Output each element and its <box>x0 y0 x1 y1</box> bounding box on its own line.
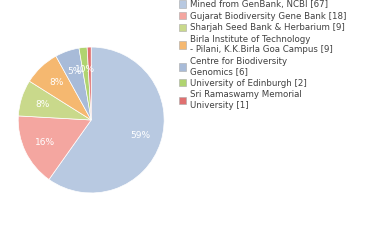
Wedge shape <box>29 56 91 120</box>
Text: 10%: 10% <box>75 65 95 74</box>
Text: 8%: 8% <box>35 100 50 109</box>
Wedge shape <box>79 47 91 120</box>
Text: 5%: 5% <box>67 67 82 76</box>
Wedge shape <box>49 47 164 193</box>
Text: 8%: 8% <box>49 78 63 87</box>
Wedge shape <box>87 47 91 120</box>
Wedge shape <box>18 116 91 180</box>
Wedge shape <box>56 48 91 120</box>
Text: 59%: 59% <box>130 131 150 140</box>
Text: 16%: 16% <box>35 138 55 147</box>
Wedge shape <box>18 81 91 120</box>
Legend: Mined from GenBank, NCBI [67], Gujarat Biodiversity Gene Bank [18], Sharjah Seed: Mined from GenBank, NCBI [67], Gujarat B… <box>179 0 346 110</box>
